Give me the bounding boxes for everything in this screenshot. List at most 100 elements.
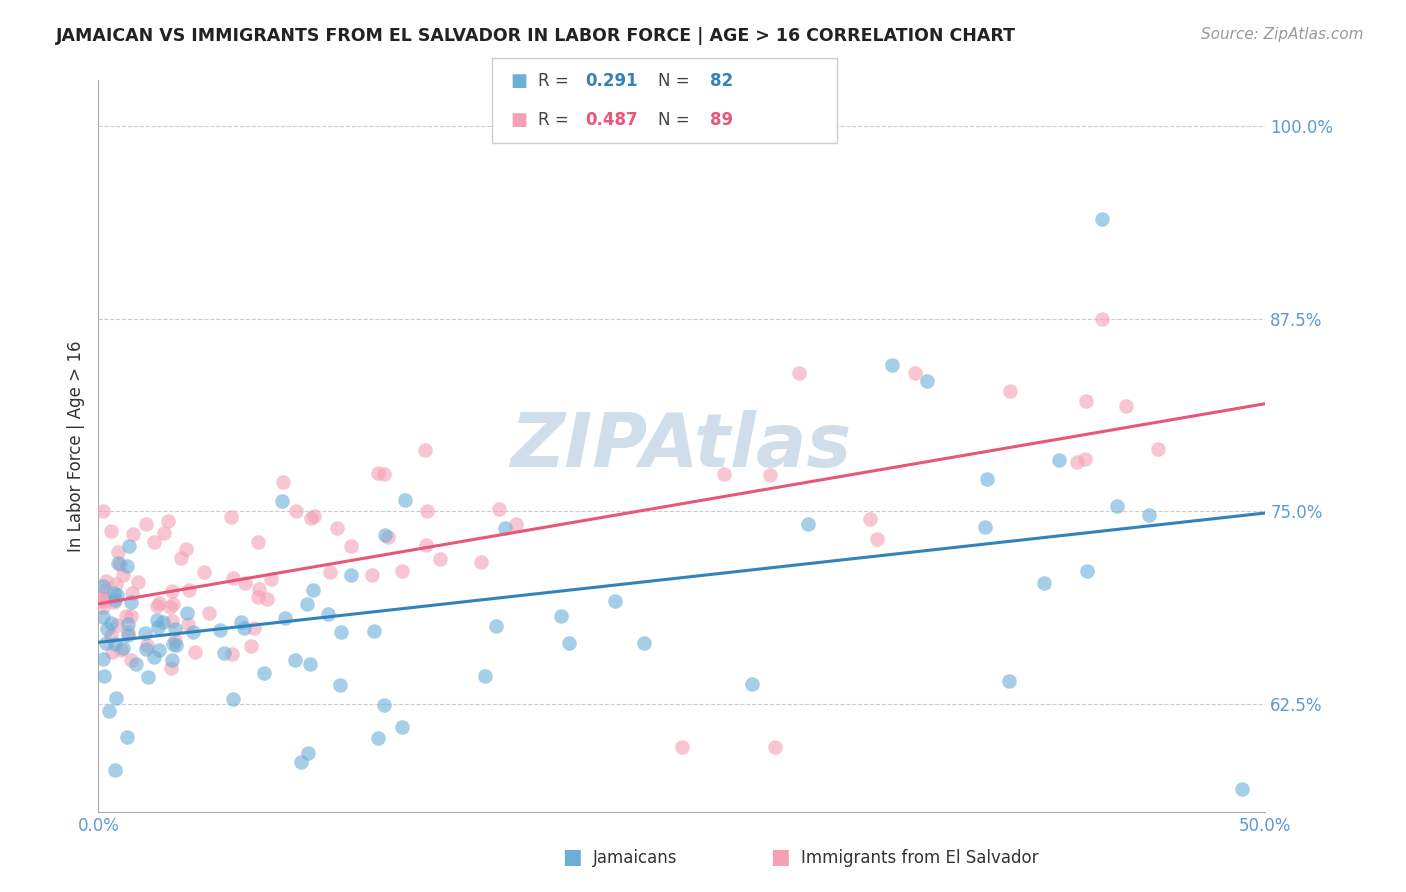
Point <box>174 541 197 556</box>
Text: 89: 89 <box>710 112 733 129</box>
Text: Source: ZipAtlas.com: Source: ZipAtlas.com <box>1201 27 1364 42</box>
Point <box>373 698 395 713</box>
Point <box>111 640 134 655</box>
Point <box>110 642 132 657</box>
Point <box>93 669 115 683</box>
Point <box>170 550 193 565</box>
Point <box>325 521 347 535</box>
Point <box>253 665 276 680</box>
Point <box>713 467 735 482</box>
Point <box>91 594 114 608</box>
Point <box>299 657 322 671</box>
Point <box>260 572 283 586</box>
Point <box>974 520 997 534</box>
Point <box>429 552 451 566</box>
Point <box>193 565 215 579</box>
Text: ■: ■ <box>510 71 527 89</box>
Point <box>143 534 166 549</box>
Point <box>162 583 184 598</box>
Point <box>107 556 129 570</box>
Point <box>859 511 882 525</box>
Point <box>104 763 127 777</box>
Point <box>787 366 810 380</box>
Text: R =: R = <box>538 112 575 129</box>
Point <box>165 638 187 652</box>
Point <box>330 624 353 639</box>
Point <box>103 586 125 600</box>
Point <box>120 595 142 609</box>
Point <box>103 595 125 609</box>
Point <box>243 621 266 635</box>
Point <box>233 621 256 635</box>
Point <box>605 594 627 608</box>
Point <box>391 564 413 578</box>
Point <box>100 524 122 538</box>
Point <box>295 598 318 612</box>
Point <box>162 597 184 611</box>
Point <box>976 472 998 486</box>
Point <box>121 586 143 600</box>
Point <box>152 615 174 630</box>
Y-axis label: In Labor Force | Age > 16: In Labor Force | Age > 16 <box>66 340 84 552</box>
Point <box>299 511 322 525</box>
Point <box>273 611 295 625</box>
Point <box>93 592 115 607</box>
Point <box>415 504 437 518</box>
Text: 0.487: 0.487 <box>585 112 637 129</box>
Point <box>122 527 145 541</box>
Point <box>367 731 389 745</box>
Point <box>233 576 256 591</box>
Point <box>340 539 363 553</box>
Point <box>219 510 242 524</box>
Point <box>162 636 184 650</box>
Point <box>134 625 156 640</box>
Point <box>374 528 396 542</box>
Point <box>415 538 437 552</box>
Point <box>915 374 938 388</box>
Text: ■: ■ <box>510 112 527 129</box>
Point <box>361 567 384 582</box>
Point <box>160 661 183 675</box>
Point <box>91 504 114 518</box>
Point <box>91 578 114 592</box>
Point <box>148 596 170 610</box>
Point <box>865 532 887 546</box>
Point <box>108 557 131 571</box>
Point <box>221 647 243 661</box>
Point <box>283 653 305 667</box>
Point <box>377 530 399 544</box>
Point <box>373 467 395 481</box>
Point <box>177 582 200 597</box>
Point <box>111 567 134 582</box>
Point <box>120 653 142 667</box>
Point <box>94 636 117 650</box>
Point <box>367 466 389 480</box>
Point <box>96 622 118 636</box>
Text: ■: ■ <box>562 847 582 867</box>
Point <box>550 608 572 623</box>
Point <box>115 609 138 624</box>
Point <box>157 514 180 528</box>
Point <box>135 641 157 656</box>
Point <box>1076 565 1098 579</box>
Point <box>391 720 413 734</box>
Point <box>101 644 124 658</box>
Point <box>136 638 159 652</box>
Point <box>177 617 200 632</box>
Point <box>146 613 169 627</box>
Point <box>284 503 307 517</box>
Point <box>340 568 363 582</box>
Point <box>1066 455 1088 469</box>
Point <box>98 704 121 718</box>
Point <box>91 591 114 606</box>
Point <box>125 657 148 671</box>
Point <box>1047 452 1070 467</box>
Point <box>1091 211 1114 226</box>
Point <box>198 606 221 620</box>
Text: ■: ■ <box>770 847 790 867</box>
Point <box>1074 451 1097 466</box>
Point <box>363 624 385 639</box>
Text: 82: 82 <box>710 71 733 89</box>
Point <box>148 643 170 657</box>
Point <box>759 467 782 482</box>
